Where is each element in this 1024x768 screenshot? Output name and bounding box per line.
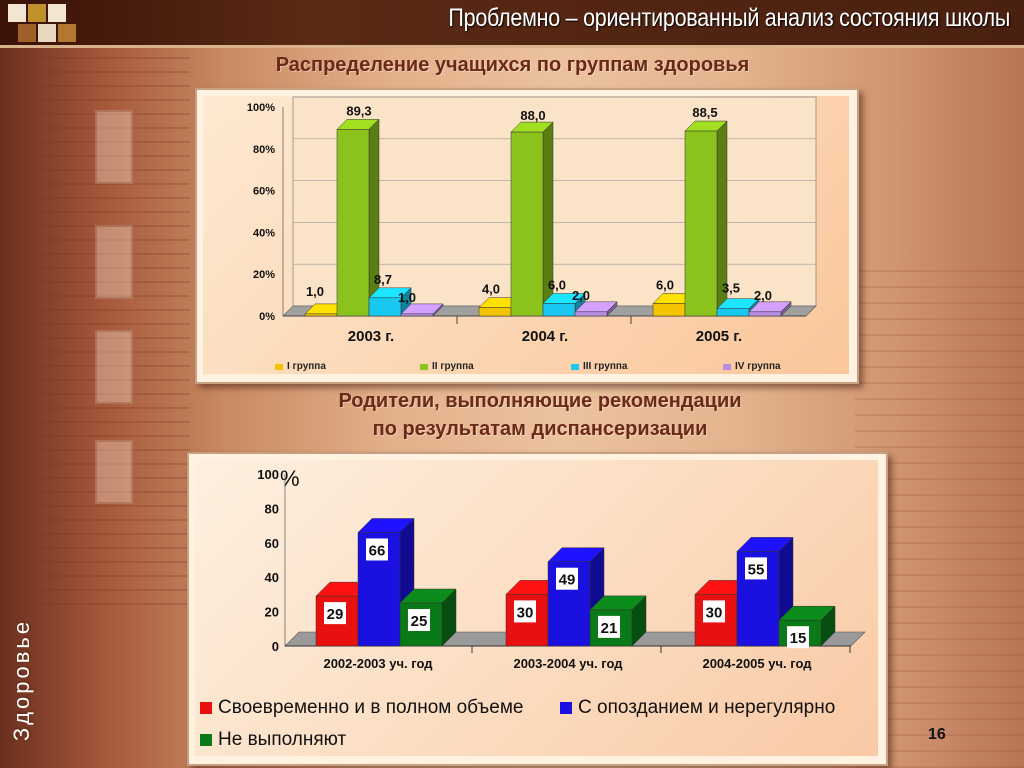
side-label: Здоровье [9,618,34,742]
legend-item-g2: II группа [420,361,474,372]
legend-swatch [275,363,283,370]
title-bar [0,0,1024,45]
legend-swatch [200,734,212,746]
legend-item-g3: III группа [571,361,627,372]
chart1-title: Распределение учащихся по группам здоров… [275,54,750,76]
chart2-title-line2: по результатам диспансеризации [372,418,708,440]
chart1-panel [195,88,859,384]
legend-item-g4: IV группа [723,361,781,372]
legend-swatch [571,363,579,370]
legend-item-timely: Своевременно и в полном объеме [200,697,524,719]
title-bar-divider [0,45,1024,48]
legend-item-g1: I группа [275,361,326,372]
legend-swatch [560,702,572,714]
background-window [95,110,133,184]
chart1-legend: I группа II группа III группа IV группа [275,361,835,375]
background-window [95,330,133,404]
legend-item-none: Не выполняют [200,729,346,751]
slide-title: Проблемно – ориентированный анализ состо… [448,4,1010,32]
chart2-title-line1: Родители, выполняющие рекомендации [338,390,742,412]
logo-squares-icon [0,0,80,48]
legend-swatch [420,363,428,370]
legend-swatch [723,363,731,370]
background-building [40,45,190,605]
chart1-plot-area [203,96,849,374]
background-window [95,440,133,504]
legend-swatch [200,702,212,714]
background-window [95,225,133,299]
legend-item-late: С опозданием и нерегулярно [560,697,835,719]
page-number: 16 [928,726,946,743]
